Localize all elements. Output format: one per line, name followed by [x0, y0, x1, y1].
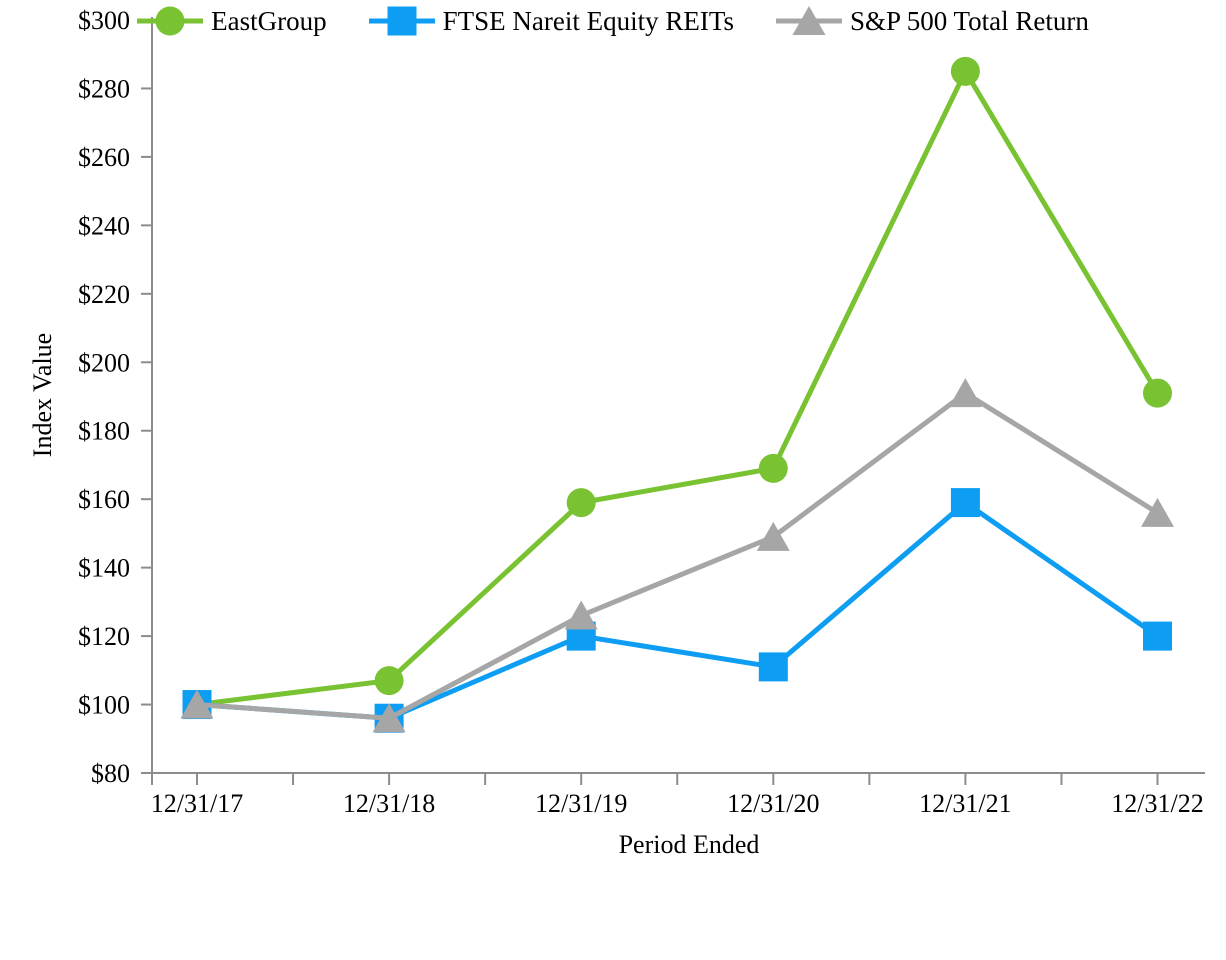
x-tick-label: 12/31/21 — [919, 789, 1011, 818]
data-marker-eastgroup — [758, 453, 788, 483]
x-tick-label: 12/31/20 — [727, 789, 819, 818]
data-marker-s-p-500-total-return — [756, 521, 790, 551]
series-layer — [180, 56, 1174, 733]
y-tick-label: $100 — [78, 691, 130, 720]
data-marker-ftse-nareit-equity-reits — [758, 652, 788, 682]
legend-marker-shape — [155, 6, 185, 36]
legend-marker-shape — [792, 6, 826, 35]
y-tick-label: $300 — [78, 6, 130, 35]
legend-marker-triangle-icon — [775, 6, 842, 35]
data-marker-eastgroup — [566, 488, 596, 518]
data-marker-s-p-500-total-return — [1141, 497, 1174, 527]
y-tick-label: $240 — [78, 211, 130, 240]
data-marker-s-p-500-total-return — [564, 600, 598, 630]
axes: $80 $100 $120 $140 $160 $180 $200 $220 $240 $260 $… — [78, 6, 1205, 818]
series-ftse-nareit-equity-reits — [182, 488, 1172, 733]
y-tick-label: $260 — [78, 143, 130, 172]
legend-item-s-p-500-total-return: S&P 500 Total Return — [775, 3, 1089, 39]
y-tick-label: $200 — [78, 348, 130, 377]
chart-legend: EastGroup FTSE Nareit Equity REITs S&P 500… — [0, 0, 1226, 42]
legend-label: S&P 500 Total Return — [849, 5, 1089, 36]
legend-marker-shape — [387, 6, 417, 36]
series-line-s-p-500-total-return — [194, 390, 1160, 721]
y-tick-label: $140 — [78, 554, 130, 583]
x-tick-label: 12/31/17 — [151, 789, 243, 818]
y-axis-title: Index Value — [28, 333, 57, 457]
x-tick-label: 12/31/22 — [1111, 789, 1203, 818]
data-marker-eastgroup — [374, 666, 404, 696]
data-marker-eastgroup — [950, 56, 980, 86]
legend-marker-circle-icon — [137, 6, 204, 36]
y-tick-label: $80 — [91, 759, 130, 788]
series-s-p-500-total-return — [180, 378, 1174, 733]
data-marker-s-p-500-total-return — [372, 703, 406, 733]
legend-label: FTSE Nareit Equity REITs — [442, 5, 734, 36]
data-marker-s-p-500-total-return — [180, 689, 214, 719]
legend-label: EastGroup — [211, 5, 327, 36]
data-marker-ftse-nareit-equity-reits — [950, 488, 980, 518]
series-line-eastgroup — [194, 68, 1160, 708]
legend-marker-square-icon — [368, 6, 435, 36]
y-tick-label: $160 — [78, 485, 130, 514]
y-tick-label: $120 — [78, 622, 130, 651]
legend-item-eastgroup: EastGroup — [137, 3, 327, 39]
y-tick-label: $180 — [78, 417, 130, 446]
data-marker-s-p-500-total-return — [948, 378, 982, 408]
x-tick-label: 12/31/19 — [535, 789, 627, 818]
y-tick-label: $280 — [78, 74, 130, 103]
x-axis-title: Period Ended — [619, 830, 760, 859]
y-tick-label: $220 — [78, 280, 130, 309]
series-eastgroup — [182, 56, 1172, 720]
x-tick-label: 12/31/18 — [343, 789, 435, 818]
data-marker-ftse-nareit-equity-reits — [1143, 621, 1172, 651]
data-marker-eastgroup — [1143, 378, 1172, 408]
line-chart: $80 $100 $120 $140 $160 $180 $200 $220 $240 $260 $… — [28, 6, 1205, 859]
legend-item-ftse-nareit-equity-reits: FTSE Nareit Equity REITs — [368, 3, 734, 39]
